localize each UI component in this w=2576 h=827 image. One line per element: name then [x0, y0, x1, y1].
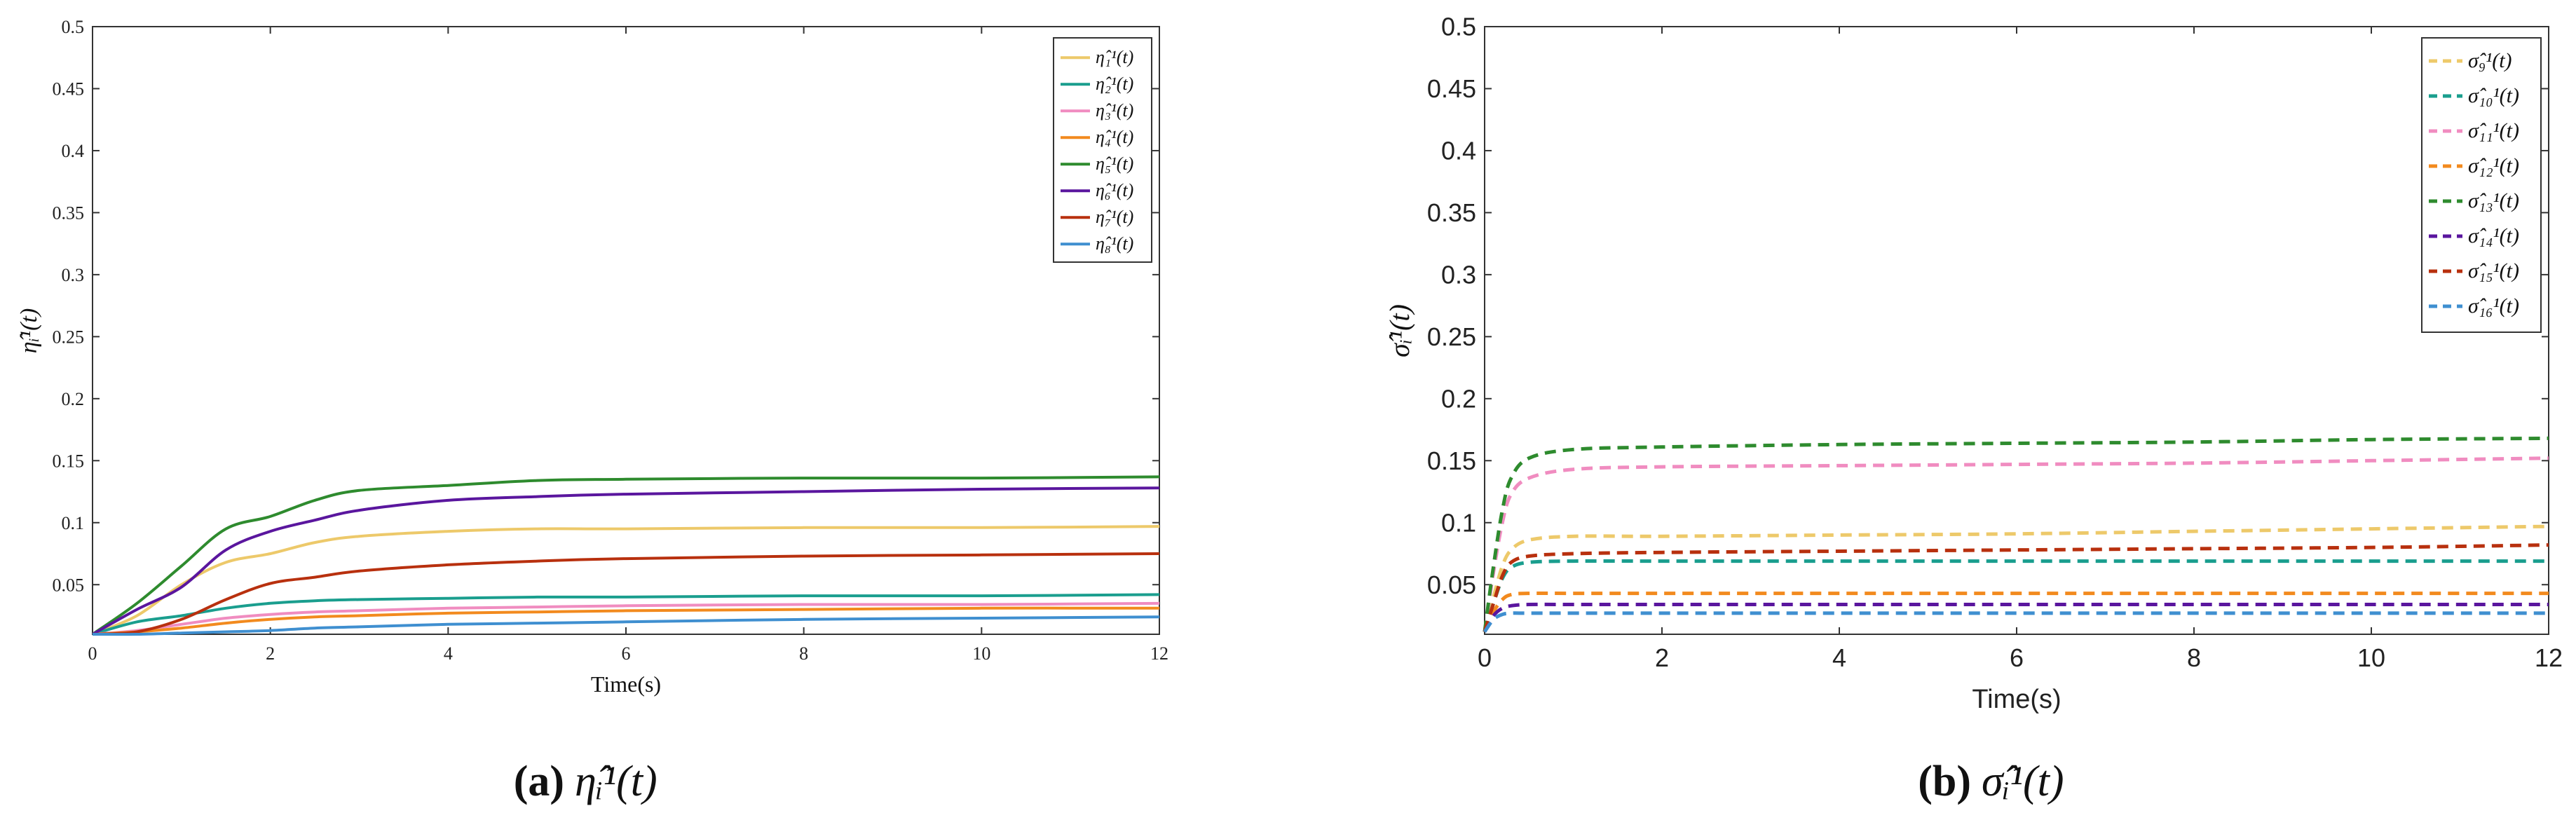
panel-b-series-lines [1483, 436, 2549, 633]
series-line-7 [92, 552, 1160, 636]
y-tick-label: 0.35 [1427, 198, 1476, 227]
caption-b-label: (b) [1918, 758, 1971, 805]
x-tick-label: 8 [799, 643, 808, 664]
panel-b-plot-frame [1484, 26, 2549, 635]
caption-a: (a) η̂ᵢ¹(t) [514, 758, 657, 805]
y-tick-label: 0.05 [1427, 570, 1476, 599]
series-line-5 [1483, 436, 2549, 632]
x-tick-label: 10 [972, 643, 990, 664]
legend-label-2: σ̂₁₀¹(t) [2468, 84, 2519, 107]
y-tick-label: 0.45 [53, 79, 85, 100]
legend-label-5: σ̂₁₃¹(t) [2468, 189, 2519, 212]
y-tick-label: 0.1 [1441, 508, 1476, 537]
y-tick-label: 0.5 [62, 17, 85, 37]
series-line-8 [92, 615, 1160, 636]
panel-a-x-axis-label: Time(s) [591, 671, 661, 697]
y-tick-label: 0.25 [53, 327, 85, 347]
panel-b-legend-box [2421, 37, 2542, 333]
series-line-8 [1483, 611, 2549, 633]
legend-label-6: σ̂₁₄¹(t) [2468, 224, 2519, 247]
caption-a-symbol: η̂ᵢ¹(t) [575, 758, 657, 805]
x-tick-label: 0 [1478, 643, 1492, 672]
panel-a-x-ticks: 0 2 4 6 8 10 12 [88, 27, 1168, 664]
series-line-4 [92, 606, 1160, 636]
x-tick-label: 6 [622, 643, 631, 664]
x-tick-label: 12 [1150, 643, 1168, 664]
y-tick-label: 0.3 [62, 265, 85, 285]
legend-label-8: η̂₈¹(t) [1096, 233, 1133, 254]
panel-a-plot-frame [92, 26, 1160, 635]
legend-label-8: σ̂₁₆¹(t) [2468, 294, 2519, 317]
series-line-2 [1483, 559, 2549, 633]
panel-a: 0.05 0.1 0.15 0.2 0.25 0.3 0.35 0.4 0.45 0.5 0 2 4 6… [16, 17, 1168, 697]
y-tick-label: 0.15 [53, 451, 85, 471]
y-tick-label: 0.1 [62, 513, 85, 533]
caption-a-label: (a) [514, 758, 564, 805]
x-tick-label: 12 [2535, 643, 2563, 672]
legend-label-4: σ̂₁₂¹(t) [2468, 154, 2519, 177]
panel-b-x-ticks: 0 2 4 6 8 10 12 [1478, 27, 2563, 672]
series-line-6 [1483, 602, 2549, 633]
x-tick-label: 2 [266, 643, 275, 664]
panel-b-y-axis-label: σ̂ᵢ¹(t) [1384, 304, 1415, 357]
panel-b-legend: σ̂₉¹(t) σ̂₁₀¹(t) σ̂₁₁¹(t) σ̂₁₂¹(t) σ̂₁₃¹(t) σ… [2421, 37, 2542, 333]
series-line-1 [92, 525, 1160, 636]
legend-label-7: σ̂₁₅¹(t) [2468, 259, 2519, 282]
panel-a-y-axis-label: η̂ᵢ¹(t) [16, 308, 42, 354]
legend-label-3: η̂₃¹(t) [1096, 100, 1133, 121]
y-tick-label: 0.25 [1427, 322, 1476, 351]
panel-b-y-ticks: 0.05 0.1 0.15 0.2 0.25 0.3 0.35 0.4 0.45 0.5 [1427, 13, 2549, 599]
series-line-4 [1483, 591, 2549, 633]
panel-b: 0.05 0.1 0.15 0.2 0.25 0.3 0.35 0.4 0.45 0.5 0 2 4 6… [1384, 13, 2563, 714]
legend-label-2: η̂₂¹(t) [1096, 74, 1133, 94]
x-tick-label: 8 [2187, 643, 2201, 672]
legend-label-7: η̂₇¹(t) [1096, 207, 1133, 227]
series-line-5 [91, 475, 1160, 636]
y-tick-label: 0.05 [53, 575, 85, 595]
legend-label-5: η̂₅¹(t) [1096, 153, 1133, 174]
x-tick-label: 4 [1832, 643, 1846, 672]
x-tick-label: 10 [2357, 643, 2385, 672]
caption-b: (b) σ̂ᵢ¹(t) [1918, 758, 2064, 805]
series-line-7 [1483, 543, 2549, 633]
series-line-6 [92, 486, 1160, 636]
panel-a-legend: η̂₁¹(t) η̂₂¹(t) η̂₃¹(t) η̂₄¹(t) η̂₅¹(t) η̂₆¹(… [1053, 37, 1152, 263]
x-tick-label: 0 [88, 643, 97, 664]
y-tick-label: 0.45 [1427, 74, 1476, 103]
legend-label-6: η̂₆¹(t) [1096, 180, 1133, 200]
y-tick-label: 0.2 [1441, 384, 1476, 413]
y-tick-label: 0.4 [1441, 137, 1476, 165]
legend-label-4: η̂₄¹(t) [1096, 127, 1133, 147]
panel-a-y-ticks: 0.05 0.1 0.15 0.2 0.25 0.3 0.35 0.4 0.45 0.5 [53, 17, 1159, 595]
legend-label-3: σ̂₁₁¹(t) [2468, 119, 2519, 142]
y-tick-label: 0.15 [1427, 446, 1476, 475]
legend-label-1: σ̂₉¹(t) [2468, 49, 2512, 72]
panel-a-series-lines [91, 475, 1160, 636]
x-tick-label: 4 [444, 643, 453, 664]
caption-b-symbol: σ̂ᵢ¹(t) [1982, 758, 2064, 805]
y-tick-label: 0.3 [1441, 260, 1476, 289]
x-tick-label: 2 [1655, 643, 1669, 672]
series-line-3 [1483, 456, 2549, 632]
x-tick-label: 6 [2010, 643, 2024, 672]
y-tick-label: 0.35 [53, 203, 85, 224]
legend-label-1: η̂₁¹(t) [1096, 47, 1133, 67]
series-line-1 [1483, 524, 2549, 633]
panel-b-x-axis-label: Time(s) [1972, 685, 2061, 714]
y-tick-label: 0.5 [1441, 13, 1476, 41]
y-tick-label: 0.2 [62, 389, 85, 409]
panel-a-legend-box [1053, 37, 1152, 263]
series-line-3 [92, 601, 1160, 636]
y-tick-label: 0.4 [62, 141, 85, 161]
